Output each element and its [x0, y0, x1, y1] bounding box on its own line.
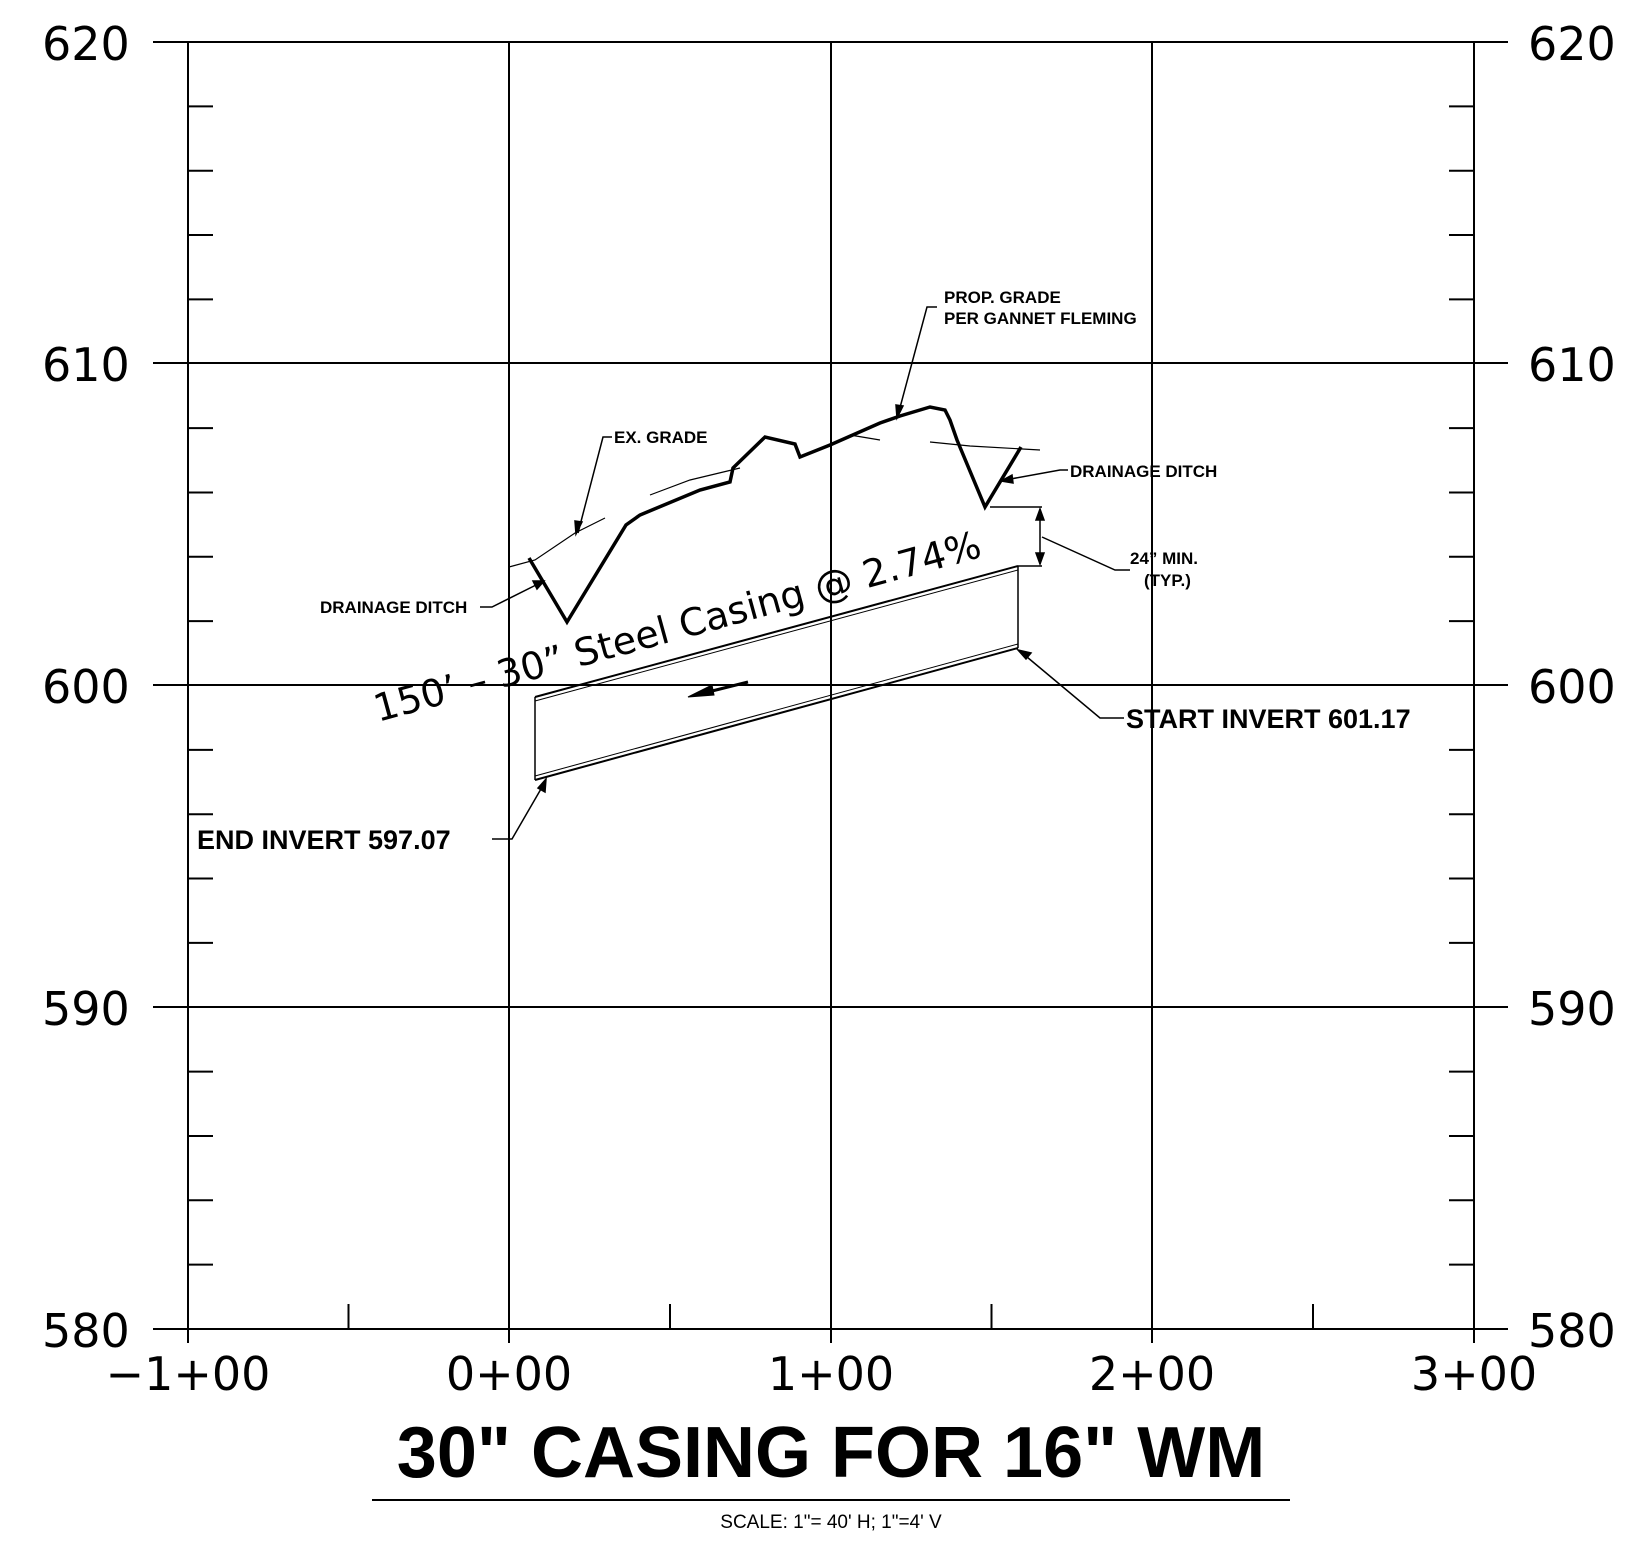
- annotations: EX. GRADE PROP. GRADE PER GANNET FLEMING…: [197, 288, 1411, 855]
- minor-ticks: [187, 105, 1475, 1343]
- leaders: [480, 306, 1124, 840]
- casing-pipe: [534, 565, 1019, 781]
- y-tick-right: 620: [1528, 17, 1616, 71]
- y-tick-left: 620: [42, 17, 130, 71]
- x-tick: 2+00: [1089, 1347, 1215, 1401]
- casing-top-line: [534, 565, 1019, 698]
- min-cover-label-2: (TYP.): [1144, 571, 1191, 590]
- drainage-right-leader: [1004, 469, 1068, 481]
- drainage-ditch-left-label: DRAINAGE DITCH: [320, 598, 467, 617]
- min-cover-label-1: 24” MIN.: [1130, 549, 1198, 568]
- x-tick: 0+00: [446, 1347, 572, 1401]
- ex-grade-leader: [577, 436, 612, 534]
- drainage-right-leader-arrow: [998, 473, 1014, 484]
- start-invert-label: START INVERT 601.17: [1126, 704, 1411, 734]
- scale-note: SCALE: 1"= 40' H; 1"=4' V: [720, 1512, 942, 1533]
- x-tick: 1+00: [768, 1347, 894, 1401]
- flow-arrow-head: [687, 684, 715, 698]
- x-tick: 3+00: [1411, 1347, 1537, 1401]
- ex-grade-leader-arrow: [574, 520, 584, 537]
- x-tick: −1+00: [106, 1347, 271, 1401]
- y-tick-right: 610: [1528, 338, 1616, 392]
- y-tick-left: 610: [42, 338, 130, 392]
- prop-grade-leader: [897, 306, 937, 416]
- start-invert-leader: [1020, 651, 1124, 719]
- prop-grade-label-1: PROP. GRADE: [944, 288, 1061, 307]
- proposed-grade-line: [527, 405, 1023, 626]
- ex-grade-line: [508, 517, 606, 568]
- drainage-ditch-right-label: DRAINAGE DITCH: [1070, 462, 1217, 481]
- ex-grade-line: [649, 467, 741, 496]
- dim-arrow-top: [1034, 506, 1046, 521]
- y-tick-right: 580: [1528, 1304, 1616, 1358]
- end-invert-label: END INVERT 597.07: [197, 825, 451, 855]
- grid: [153, 41, 1508, 1330]
- y-tick-left: 590: [42, 982, 130, 1036]
- min-cover-leader: [1041, 536, 1130, 571]
- prop-grade-label-2: PER GANNET FLEMING: [944, 309, 1137, 328]
- casing-top-line-inner: [534, 569, 1019, 702]
- dim-arrow-bottom: [1034, 552, 1046, 567]
- x-axis: −1+00 0+00 1+00 2+00 3+00: [106, 1347, 1538, 1401]
- title-block: 30" CASING FOR 16" WM SCALE: 1"= 40' H; …: [372, 1413, 1290, 1533]
- existing-grade: [508, 434, 1041, 568]
- drawing-title: 30" CASING FOR 16" WM: [397, 1413, 1265, 1493]
- flow-arrow: [687, 680, 749, 698]
- y-tick-right: 600: [1528, 660, 1616, 714]
- drainage-left-leader-arrow: [531, 580, 546, 591]
- y-tick-left: 600: [42, 660, 130, 714]
- ex-grade-label: EX. GRADE: [614, 428, 708, 447]
- ex-grade-line: [929, 441, 1041, 451]
- end-invert-leader: [492, 781, 546, 840]
- prop-grade-leader-arrow: [895, 404, 905, 421]
- min-cover-dimension: [990, 506, 1130, 571]
- drainage-left-leader: [480, 582, 541, 608]
- end-invert-leader-arrow: [536, 776, 547, 794]
- casing-label: 150’ – 30” Steel Casing @ 2.74%: [369, 523, 986, 731]
- y-tick-right: 590: [1528, 982, 1616, 1036]
- casing-bottom-line-inner: [534, 643, 1019, 777]
- casing-bottom-line: [534, 647, 1019, 781]
- y-axis-left: 620 610 600 590 580: [42, 17, 130, 1358]
- y-axis-right: 620 610 600 590 580: [1528, 17, 1616, 1358]
- start-invert-leader-arrow: [1015, 648, 1033, 661]
- y-tick-left: 580: [42, 1304, 130, 1358]
